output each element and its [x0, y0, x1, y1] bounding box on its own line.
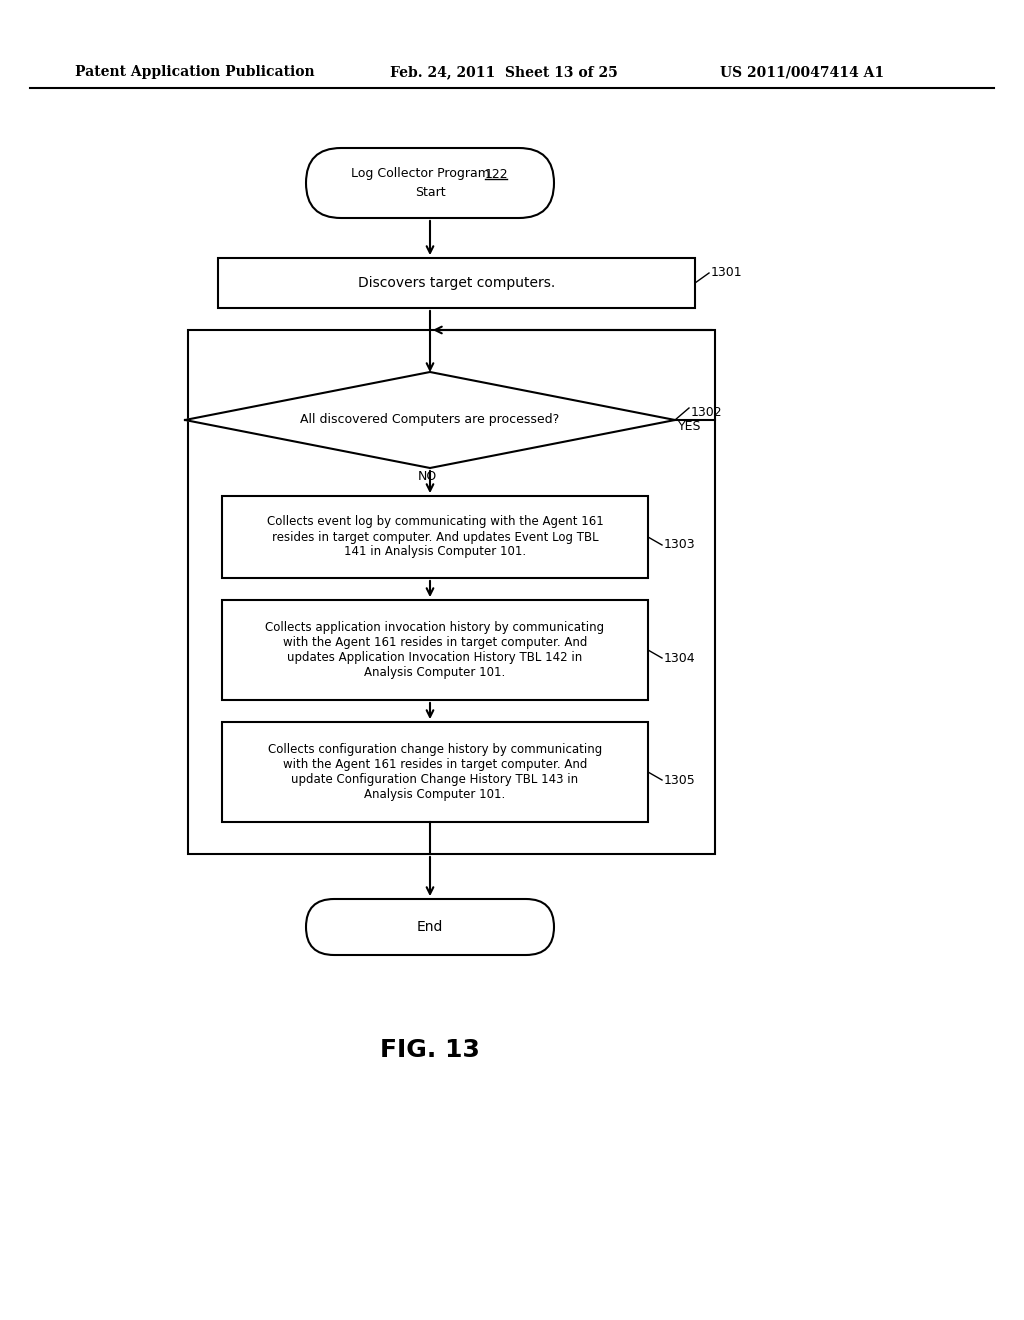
Text: Collects application invocation history by communicating
with the Agent 161 resi: Collects application invocation history … — [265, 620, 604, 678]
Text: NO: NO — [418, 470, 437, 483]
Bar — [222, 722, 648, 822]
Text: US 2011/0047414 A1: US 2011/0047414 A1 — [720, 65, 884, 79]
Text: Patent Application Publication: Patent Application Publication — [75, 65, 314, 79]
Text: Discovers target computers.: Discovers target computers. — [357, 276, 555, 290]
Polygon shape — [185, 372, 675, 469]
Text: Log Collector Program: Log Collector Program — [350, 168, 489, 181]
Text: Collects configuration change history by communicating
with the Agent 161 reside: Collects configuration change history by… — [268, 743, 602, 801]
Text: 1304: 1304 — [664, 652, 695, 664]
Text: All discovered Computers are processed?: All discovered Computers are processed? — [300, 413, 560, 426]
Text: 1305: 1305 — [664, 774, 695, 787]
FancyBboxPatch shape — [306, 148, 554, 218]
Text: Feb. 24, 2011  Sheet 13 of 25: Feb. 24, 2011 Sheet 13 of 25 — [390, 65, 617, 79]
Bar — [222, 496, 648, 578]
Text: YES: YES — [678, 420, 701, 433]
Text: Start: Start — [415, 186, 445, 198]
Text: End: End — [417, 920, 443, 935]
Bar — [222, 601, 648, 700]
Text: 1301: 1301 — [711, 267, 742, 280]
Text: FIG. 13: FIG. 13 — [380, 1038, 480, 1063]
Text: 122: 122 — [484, 168, 508, 181]
Text: 1303: 1303 — [664, 539, 695, 552]
FancyBboxPatch shape — [306, 899, 554, 954]
Bar — [188, 330, 715, 854]
Text: Collects event log by communicating with the Agent 161
resides in target compute: Collects event log by communicating with… — [266, 516, 603, 558]
Bar — [218, 257, 695, 308]
Text: 1302: 1302 — [691, 405, 723, 418]
